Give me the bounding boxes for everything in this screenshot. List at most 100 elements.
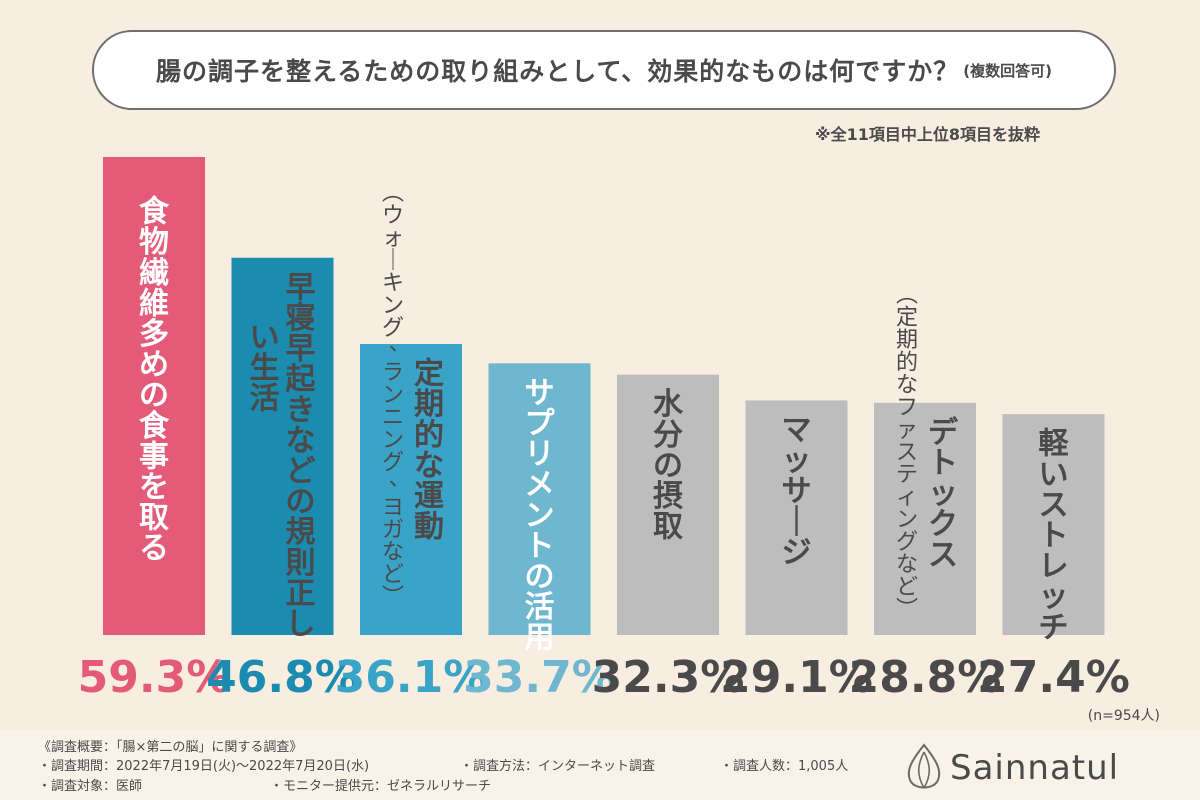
svg-text:規: 規 [286,515,316,550]
bar-chart: 食物繊維多めの食事を取る59.3%早寝早起きなどの規則正しい生活46.8%定期的… [78,157,1160,724]
svg-text:デ: デ [928,415,959,450]
svg-text:な: な [286,423,316,458]
svg-text:の: の [653,448,683,483]
svg-text:ト: ト [1039,519,1069,554]
svg-text:用: 用 [525,621,555,656]
svg-text:物: 物 [139,225,169,260]
svg-text:リ: リ [525,437,555,472]
bar-5 [617,374,719,635]
value-label-1: 59.3% [78,652,231,703]
svg-text:ン: ン [382,293,404,318]
svg-text:テ: テ [896,463,918,488]
svg-text:ウ: ウ [382,204,404,229]
svg-text:期: 期 [414,387,444,422]
svg-text:、: 、 [389,466,411,491]
svg-text:摂: 摂 [653,479,683,514]
bar-6 [745,400,848,635]
svg-text:ト: ト [928,446,958,481]
svg-text:チ: チ [1039,610,1069,645]
svg-text:取: 取 [139,501,169,536]
leaf-drop-logo-icon [907,743,941,789]
svg-text:定: 定 [896,306,918,331]
svg-text:期: 期 [896,328,918,353]
svg-text:な: な [896,552,918,577]
bar-2 [231,257,334,635]
svg-text:定: 定 [414,357,444,392]
svg-text:ど: ど [896,575,918,600]
svg-text:き: き [286,393,316,428]
svg-text:繊: 繊 [139,256,169,291]
value-label-7: 28.8% [849,652,1002,703]
bar-8 [1002,414,1105,635]
bar-1 [103,157,205,635]
svg-text:活: 活 [250,382,280,417]
svg-text:メ: メ [525,468,555,503]
bar-7 [874,402,976,635]
svg-text:サ: サ [525,376,555,411]
svg-text:ジ: ジ [782,535,812,570]
question-banner: 腸の調子を整えるための取り組みとして、効果的なものは何ですか？ (複数回答可) [92,30,1116,110]
svg-text:ン: ン [525,498,555,533]
value-label-6: 29.1% [720,652,873,703]
svg-text:︶: ︶ [382,585,404,610]
svg-text:キ: キ [382,271,404,296]
svg-text:ン: ン [382,428,404,453]
svg-text:起: 起 [286,362,317,397]
svg-text:の: の [286,485,316,520]
svg-text:寝: 寝 [286,301,316,336]
svg-text:し: し [286,607,316,642]
svg-text:サ: サ [782,474,812,509]
svg-text:則: 則 [286,546,316,581]
svg-text:正: 正 [286,576,316,611]
svg-text:レ: レ [1039,549,1069,584]
svg-text:ガ: ガ [382,518,404,543]
value-label-5: 32.3% [592,652,745,703]
value-label-8: 27.4% [977,652,1130,703]
brand-name: Sainnatul [950,748,1120,788]
survey-target: ・調査対象：医師 [38,779,143,794]
bar-3 [360,344,462,635]
svg-text:ッ: ッ [782,444,812,479]
value-label-3: 36.1% [335,652,488,703]
svg-text:ォ: ォ [382,226,404,251]
svg-text:食: 食 [139,195,170,230]
svg-text:ス: ス [928,538,958,573]
svg-text:ヨ: ヨ [382,495,404,520]
svg-text:軽: 軽 [1039,427,1070,462]
svg-text:ど: ど [286,454,316,489]
svg-text:水: 水 [653,387,684,422]
svg-text:︶: ︶ [896,597,918,622]
svg-text:ァ: ァ [896,418,918,443]
svg-text:プ: プ [525,407,556,442]
svg-text:︵: ︵ [382,181,404,206]
svg-text:ン: ン [896,508,918,533]
bar-4 [488,363,591,635]
svg-text:的: 的 [896,351,918,376]
svg-text:ト: ト [525,529,555,564]
svg-text:早: 早 [286,270,316,305]
svg-text:事: 事 [139,439,169,474]
svg-text:グ: グ [382,450,404,475]
svg-text:の: の [139,378,169,413]
survey-title: 《調査概要：「腸×第二の脳」に関する調査》 [38,740,303,755]
svg-text:ス: ス [1039,488,1069,523]
svg-text:を: を [139,470,169,505]
svg-text:食: 食 [139,409,170,444]
survey-respondents: ・調査人数：1,005人 [720,759,849,774]
svg-text:グ: グ [896,530,918,555]
svg-text:分: 分 [653,418,683,453]
svg-text:い: い [250,320,280,355]
svg-text:｜: ｜ [782,505,812,540]
svg-text:ど: ど [382,563,404,588]
svg-text:ッ: ッ [1039,580,1069,615]
svg-text:な: な [382,540,404,565]
svg-text:活: 活 [525,590,555,625]
svg-text:フ: フ [896,395,918,420]
svg-text:な: な [896,373,918,398]
svg-text:取: 取 [653,510,683,545]
svg-text:る: る [139,531,169,566]
extract-note: ※全11項目中上位8項目を抜粋 [815,125,1040,144]
